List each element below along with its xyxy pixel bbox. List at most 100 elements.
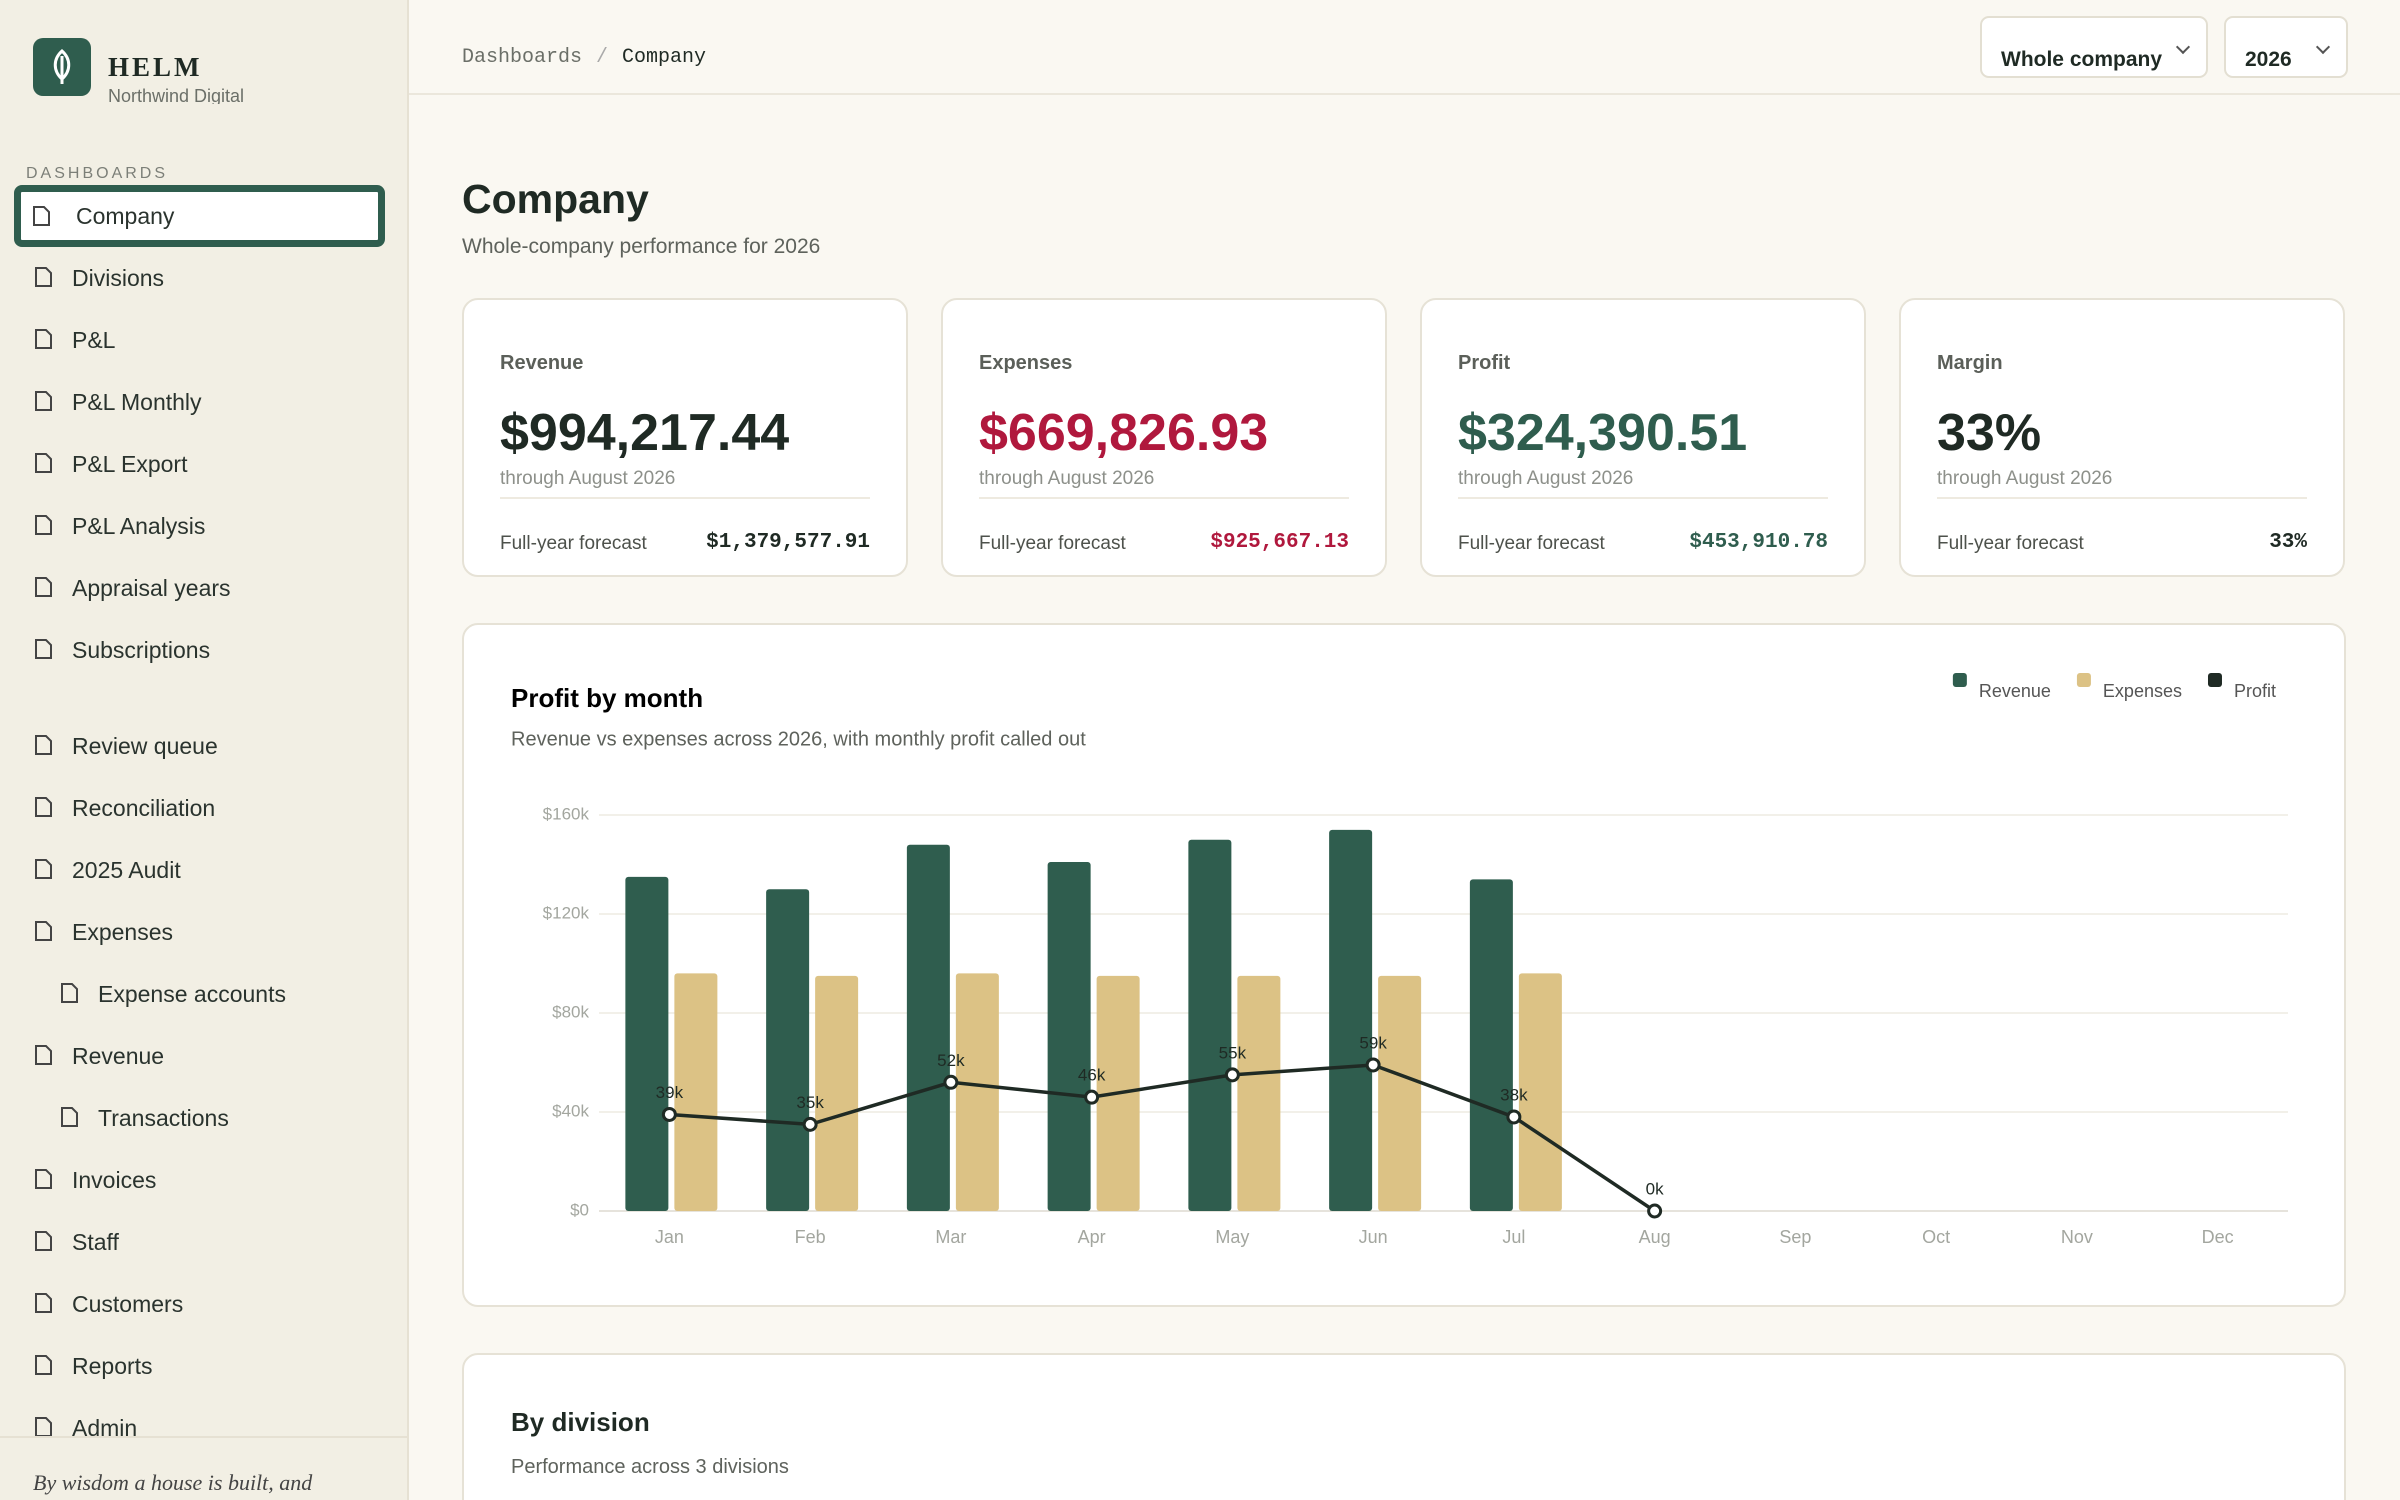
nav-item[interactable]: Reconciliation <box>0 777 407 839</box>
nav-label[interactable]: Subscriptions <box>72 636 211 663</box>
kpi-label: Revenue <box>500 352 584 374</box>
x-tick-label: Jul <box>1502 1227 1525 1247</box>
kpi-card: Margin 33% through August 2026 Full-year fo… <box>1899 298 2345 577</box>
nav-label[interactable]: Customers <box>72 1290 184 1317</box>
nav-icon <box>35 577 52 597</box>
nav-label[interactable]: Invoices <box>72 1166 157 1193</box>
nav-item[interactable]: Customers <box>0 1273 407 1335</box>
nav-item[interactable]: Company <box>14 185 385 247</box>
nav: Company Divisions P&L P&L Monthly P&L Export… <box>0 185 407 1459</box>
icon-shape <box>35 577 52 597</box>
nav-icon <box>35 267 52 287</box>
kpi-forecast: $1,379,577.91 <box>706 531 870 554</box>
topbar: Dashboards / Company Whole company 2026 <box>409 0 2400 95</box>
y-tick-label: $80k <box>552 1002 589 1021</box>
profit-line <box>669 1063 1656 1213</box>
nav-item[interactable]: Staff <box>0 1211 407 1273</box>
data-label: 52k <box>937 1051 965 1070</box>
nav-label[interactable]: Reconciliation <box>72 794 216 821</box>
nav-label[interactable]: Reports <box>72 1352 153 1379</box>
nav-label[interactable]: Expenses <box>72 918 174 945</box>
legend-swatch <box>2076 673 2091 687</box>
legend-swatch <box>2207 673 2222 687</box>
nav-icon <box>35 859 52 879</box>
kpi-rule <box>1458 497 1828 499</box>
nav-item[interactable]: Divisions <box>0 247 407 309</box>
icon-shape <box>35 267 52 287</box>
nav-label[interactable]: Company <box>76 202 175 229</box>
y-tick-label: $120k <box>543 903 590 922</box>
icon-shape <box>35 1045 52 1065</box>
icon-shape <box>33 206 50 226</box>
nav-item[interactable]: Review queue <box>0 715 407 777</box>
page-subtitle: Whole-company performance for 2026 <box>462 235 821 258</box>
nav-label[interactable]: P&L Export <box>72 450 188 477</box>
nav-label[interactable]: Revenue <box>72 1042 165 1069</box>
year-select[interactable]: 2026 <box>2224 16 2348 78</box>
x-tick-label: Jun <box>1359 1227 1388 1247</box>
kpi-forecast-label: Full-year forecast <box>1458 533 1605 554</box>
nav-item[interactable]: Expense accounts <box>0 963 407 1025</box>
chart-subtitle: Revenue vs expenses across 2026, with mo… <box>511 728 1086 750</box>
nav-item[interactable]: P&L Export <box>0 433 407 495</box>
kpi-forecast-label: Full-year forecast <box>500 533 647 554</box>
nav-label[interactable]: Appraisal years <box>72 574 231 601</box>
nav-icon <box>35 1293 52 1313</box>
nav-icon <box>61 1107 78 1127</box>
crumb-current: Company <box>622 46 707 69</box>
nav-label[interactable]: 2025 Audit <box>72 856 181 883</box>
nav-icon <box>35 921 52 941</box>
icon-shape <box>35 1293 52 1313</box>
logo <box>33 38 91 96</box>
y-tick-label: $0 <box>570 1200 589 1219</box>
icon-shape <box>35 1231 52 1251</box>
nav-item[interactable]: P&L Analysis <box>0 495 407 557</box>
nav-label[interactable]: Staff <box>72 1228 119 1255</box>
icon-shape <box>35 453 52 473</box>
chart-card: Profit by month Revenue vs expenses acro… <box>462 623 2346 1307</box>
line-point <box>1084 1089 1100 1105</box>
nav-icon <box>35 329 52 349</box>
nav-item[interactable]: Invoices <box>0 1149 407 1211</box>
kpi-rule <box>500 497 870 499</box>
nav-label[interactable]: P&L Analysis <box>72 512 206 539</box>
nav-label[interactable]: P&L <box>72 326 116 353</box>
nav-item[interactable]: Transactions <box>0 1087 407 1149</box>
line-point <box>1647 1203 1663 1219</box>
kpi-forecast: 33% <box>2269 531 2307 554</box>
nav-item[interactable]: P&L <box>0 309 407 371</box>
division-select[interactable]: Whole company <box>1980 16 2208 78</box>
icon-shape <box>35 639 52 659</box>
nav-label[interactable]: Expense accounts <box>98 980 286 1007</box>
icon-shape <box>35 515 52 535</box>
data-label: 59k <box>1359 1033 1387 1052</box>
line-point <box>1365 1057 1381 1073</box>
nav-item[interactable]: Reports <box>0 1335 407 1397</box>
crumb-link[interactable]: Dashboards <box>462 46 583 69</box>
nav-label[interactable]: Review queue <box>72 732 218 759</box>
kpi-forecast-label: Full-year forecast <box>979 533 1126 554</box>
icon-shape <box>35 797 52 817</box>
nav-label[interactable]: Divisions <box>72 264 165 291</box>
kpi-note: through August 2026 <box>1458 468 1634 489</box>
y-tick-label: $160k <box>543 804 590 823</box>
page-title: Company <box>462 176 649 222</box>
nav-item[interactable]: Appraisal years <box>0 557 407 619</box>
nav-item[interactable]: Expenses <box>0 901 407 963</box>
icon-shape <box>35 1355 52 1375</box>
nav-item[interactable]: P&L Monthly <box>0 371 407 433</box>
kpi-rule <box>1937 497 2307 499</box>
nav-item[interactable]: 2025 Audit <box>0 839 407 901</box>
nav-label[interactable]: P&L Monthly <box>72 388 202 415</box>
x-tick-label: Nov <box>2061 1227 2093 1247</box>
nav-item[interactable]: Subscriptions <box>0 619 407 681</box>
x-tick-label: Apr <box>1078 1227 1106 1247</box>
bar <box>1237 975 1281 1211</box>
kpi-label: Margin <box>1937 352 2003 374</box>
nav-icon <box>35 515 52 535</box>
kpi-note: through August 2026 <box>979 468 1155 489</box>
icon-shape <box>35 1417 52 1437</box>
nav-label[interactable]: Transactions <box>98 1104 229 1131</box>
nav-item[interactable]: Revenue <box>0 1025 407 1087</box>
